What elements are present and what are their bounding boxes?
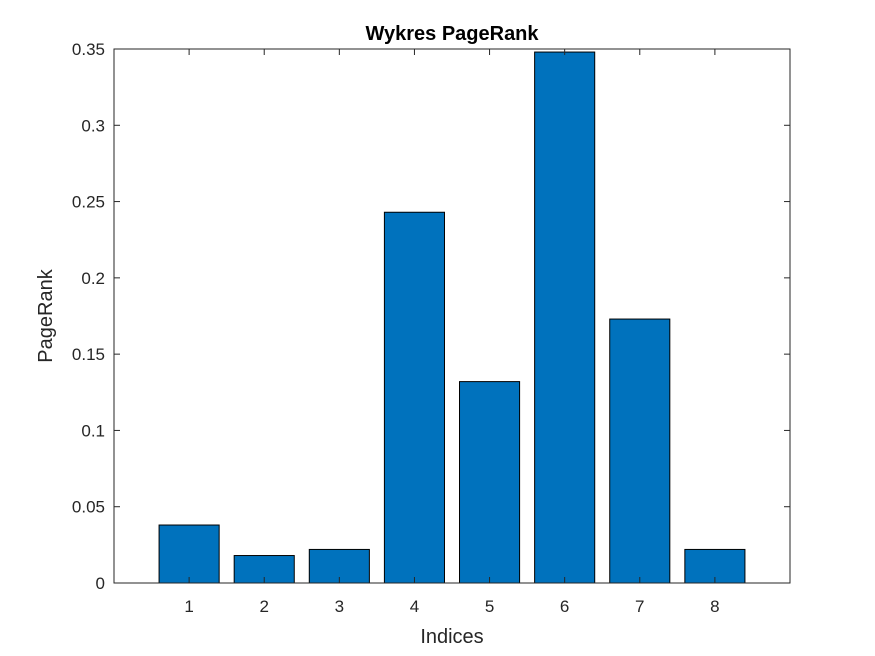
y-tick-label: 0.05 bbox=[72, 498, 105, 517]
bar-7 bbox=[609, 318, 671, 584]
axes-box bbox=[113, 48, 791, 584]
x-tick-label: 3 bbox=[335, 597, 344, 616]
x-tick-label: 6 bbox=[560, 597, 569, 616]
bar-1 bbox=[158, 524, 220, 584]
bar-5 bbox=[459, 381, 521, 584]
x-tick-label: 5 bbox=[485, 597, 494, 616]
x-tick-label: 2 bbox=[259, 597, 268, 616]
y-tick-label: 0.25 bbox=[72, 193, 105, 212]
x-tick-label: 8 bbox=[710, 597, 719, 616]
plot-area bbox=[114, 49, 790, 583]
y-tick-label: 0.3 bbox=[81, 116, 105, 135]
bar-4 bbox=[383, 211, 445, 584]
x-tick-label: 7 bbox=[635, 597, 644, 616]
y-tick-label: 0.35 bbox=[72, 40, 105, 59]
x-tick-label: 1 bbox=[184, 597, 193, 616]
x-tick-label: 4 bbox=[410, 597, 419, 616]
y-tick-label: 0 bbox=[96, 574, 105, 593]
y-axis-label: PageRank bbox=[35, 268, 57, 362]
bars-group bbox=[158, 51, 746, 584]
chart-title: Wykres PageRank bbox=[365, 23, 539, 45]
x-axis-label: Indices bbox=[420, 626, 483, 648]
y-tick-label: 0.15 bbox=[72, 345, 105, 364]
ticks-group: 1 2 3 4 5 6 7 8 0 0.05 0.1 0.15 0.2 0.25 0.3 0.35 bbox=[72, 40, 790, 616]
bar-6 bbox=[534, 51, 596, 584]
y-tick-label: 0.2 bbox=[81, 269, 105, 288]
y-tick-label: 0.1 bbox=[81, 421, 105, 440]
